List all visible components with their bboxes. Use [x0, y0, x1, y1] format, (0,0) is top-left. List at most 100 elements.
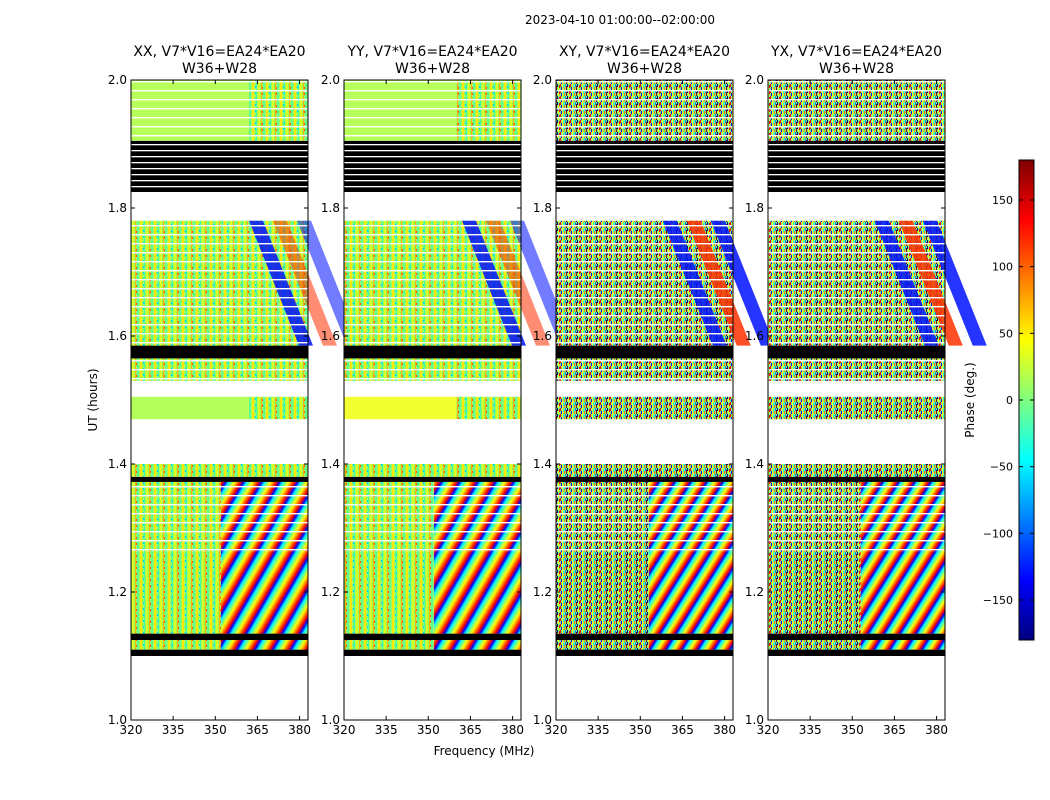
- flagged-band: [768, 649, 945, 656]
- y-tick-label: 2.0: [321, 73, 340, 87]
- x-tick-label: 335: [375, 723, 398, 737]
- data-band-fringe-lines: [768, 481, 945, 552]
- data-band-fringe: [768, 640, 945, 650]
- data-band-black: [344, 476, 521, 482]
- data-band-fringe: [768, 551, 945, 634]
- colorbar-tick-label: 0: [1006, 394, 1013, 407]
- flagged-band: [131, 140, 308, 192]
- noise-region: [556, 396, 733, 420]
- fringe-region: [220, 640, 308, 650]
- y-tick-label: 1.6: [533, 329, 552, 343]
- gap-lines: [556, 220, 733, 346]
- flagged-band: [131, 633, 308, 640]
- data-band-black: [131, 633, 308, 640]
- noise-region: [131, 551, 221, 634]
- flagged-band: [344, 476, 521, 482]
- data-band-noise: [768, 464, 945, 477]
- colorbar-tick-label: 150: [992, 194, 1013, 207]
- flagged-band: [768, 633, 945, 640]
- gap-lines: [768, 481, 945, 552]
- axes-frame: [130, 79, 309, 721]
- data-band-fringe: [556, 640, 733, 650]
- gap-lines: [344, 481, 521, 552]
- noise-region: [344, 640, 434, 650]
- x-tick-label: 380: [288, 723, 311, 737]
- panel-3: 320 335 350 365 380 1.0 1.2 1.4 1.6 1.8 2.0 XY, V7*…: [533, 44, 775, 737]
- y-tick-label: 1.0: [321, 713, 340, 727]
- flat-region: [344, 396, 457, 420]
- noise-region: [131, 464, 308, 477]
- flagged-band: [556, 345, 733, 359]
- noise-region: [344, 551, 434, 634]
- data-band-noise-lines: [768, 358, 945, 381]
- gap-lines: [344, 80, 521, 141]
- data-band-fringe: [344, 551, 521, 634]
- flagged-band: [344, 140, 521, 192]
- flagged-band: [344, 633, 521, 640]
- x-tick-label: 380: [501, 723, 524, 737]
- data-band-black: [556, 633, 733, 640]
- gap-lines: [556, 481, 733, 552]
- axes-frame: [343, 79, 522, 721]
- data-band-black: [131, 476, 308, 482]
- y-tick-label: 2.0: [108, 73, 127, 87]
- fringe-region: [433, 640, 521, 650]
- colorbar-tick-label: −150: [983, 594, 1013, 607]
- data-band-black: [556, 345, 733, 359]
- colorbar-tick-label: 100: [992, 261, 1013, 274]
- y-tick-label: 1.0: [108, 713, 127, 727]
- panel-title: XY, V7*V16=EA24*EA20: [559, 44, 730, 60]
- x-tick-label: 380: [713, 723, 736, 737]
- colorbar: 150 100 50 0 −50 −100 −150 Phase (deg.): [963, 159, 1035, 641]
- gap-lines: [768, 80, 945, 141]
- data-band-flat-lines: [556, 80, 733, 141]
- panel-2: 320 335 350 365 380 1.0 1.2 1.4 1.6 1.8 2.0 YY, V7*…: [321, 44, 574, 758]
- data-band-flat: [556, 396, 733, 420]
- y-tick-label: 2.0: [745, 73, 764, 87]
- x-tick-label: 350: [841, 723, 864, 737]
- figure-title: 2023-04-10 01:00:00--02:00:00: [525, 13, 716, 27]
- x-tick-label: 365: [459, 723, 482, 737]
- x-tick-label: 365: [883, 723, 906, 737]
- y-tick-label: 1.8: [533, 201, 552, 215]
- flagged-band: [344, 649, 521, 656]
- y-axis-label: UT (hours): [86, 368, 100, 431]
- noise-region: [768, 396, 945, 420]
- noise-region: [768, 464, 945, 477]
- panel-title: YX, V7*V16=EA24*EA20: [770, 44, 942, 60]
- flagged-band: [768, 140, 945, 192]
- data-band-diagonal: [556, 220, 775, 346]
- data-band-black: [344, 345, 521, 359]
- gap-lines: [131, 481, 308, 552]
- flagged-band: [768, 345, 945, 359]
- data-band-noise-lines: [344, 358, 521, 381]
- data-band-black: [131, 345, 308, 359]
- data-band-black-lines: [768, 140, 945, 192]
- y-tick-label: 1.2: [745, 585, 764, 599]
- data-band-diagonal: [768, 220, 987, 346]
- data-band-fringe-lines: [131, 481, 308, 552]
- x-tick-label: 320: [120, 723, 143, 737]
- y-tick-label: 1.4: [745, 457, 764, 471]
- flagged-band: [131, 345, 308, 359]
- data-band-noise-lines: [131, 358, 308, 381]
- data-band-fringe: [556, 551, 733, 634]
- data-band-black: [344, 649, 521, 656]
- data-band-black: [768, 649, 945, 656]
- noise-region: [556, 551, 649, 634]
- data-band-flat: [344, 396, 521, 420]
- x-tick-label: 350: [204, 723, 227, 737]
- y-tick-label: 1.4: [321, 457, 340, 471]
- y-tick-label: 1.6: [745, 329, 764, 343]
- y-tick-label: 1.2: [108, 585, 127, 599]
- data-band-fringe-lines: [556, 481, 733, 552]
- fringe-region: [648, 640, 733, 650]
- x-tick-label: 365: [246, 723, 269, 737]
- fringe-region: [860, 551, 945, 634]
- axes-frame: [767, 79, 946, 721]
- y-tick-label: 1.4: [533, 457, 552, 471]
- noise-region: [768, 640, 861, 650]
- fringe-region: [220, 551, 308, 634]
- y-tick-label: 1.8: [745, 201, 764, 215]
